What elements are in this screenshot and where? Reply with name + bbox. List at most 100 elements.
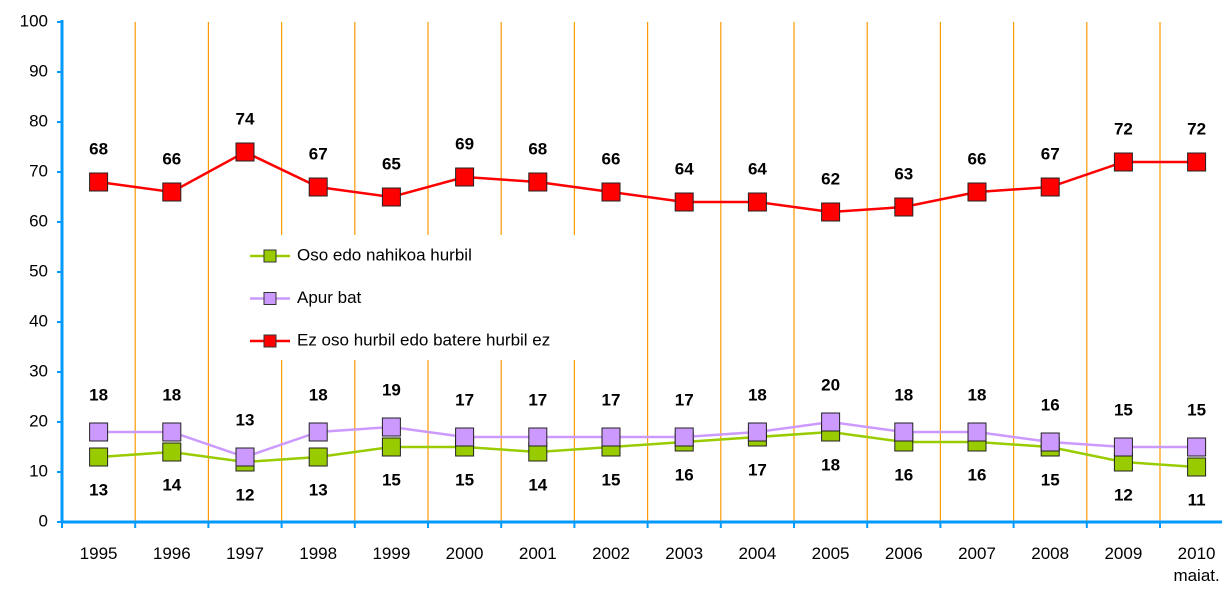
- y-tick-label: 60: [29, 211, 48, 230]
- data-label: 17: [675, 390, 694, 409]
- data-label: 72: [1187, 119, 1206, 138]
- marker: [1187, 152, 1207, 172]
- series-line: [98, 430, 1197, 469]
- data-label: 15: [1114, 400, 1133, 419]
- x-tick-label: 2007: [958, 544, 996, 563]
- x-tick-label: 1996: [152, 544, 191, 563]
- data-label: 63: [894, 164, 913, 183]
- marker: [821, 202, 841, 222]
- marker: [1187, 457, 1207, 477]
- marker: [1040, 177, 1060, 197]
- marker: [601, 427, 621, 447]
- data-label: 15: [455, 470, 474, 489]
- marker: [528, 172, 548, 192]
- data-label: 66: [968, 149, 987, 168]
- series-line: [98, 420, 1197, 459]
- x-tick-label: 1997: [226, 544, 264, 563]
- marker: [235, 447, 255, 467]
- x-tick-label: 2003: [665, 544, 704, 563]
- data-label: 15: [602, 470, 621, 489]
- data-label: 18: [89, 385, 108, 404]
- legend-marker: [263, 249, 277, 263]
- data-label: 12: [236, 485, 255, 504]
- data-label: 15: [1041, 470, 1060, 489]
- marker: [89, 422, 109, 442]
- data-label: 64: [748, 159, 767, 178]
- marker: [747, 422, 767, 442]
- marker: [894, 197, 914, 217]
- marker: [162, 182, 182, 202]
- data-label: 18: [894, 385, 913, 404]
- y-tick-label: 40: [29, 311, 48, 330]
- marker: [1187, 437, 1207, 457]
- data-label: 15: [1187, 400, 1206, 419]
- marker: [455, 167, 475, 187]
- y-tick-label: 70: [29, 161, 48, 180]
- marker: [674, 192, 694, 212]
- x-tick-label: 2000: [445, 544, 484, 563]
- marker: [89, 447, 109, 467]
- x-tick-label: 2006: [884, 544, 923, 563]
- legend-label: Ez oso hurbil edo batere hurbil ez: [297, 330, 550, 349]
- data-label: 18: [821, 455, 840, 474]
- data-label: 14: [528, 475, 547, 494]
- y-tick-label: 10: [29, 461, 48, 480]
- marker: [235, 142, 255, 162]
- data-label: 65: [382, 154, 401, 173]
- series-line: [98, 150, 1197, 214]
- data-label: 16: [968, 465, 987, 484]
- data-label: 16: [894, 465, 913, 484]
- data-label: 18: [968, 385, 987, 404]
- marker: [821, 412, 841, 432]
- marker: [455, 427, 475, 447]
- data-label: 68: [528, 139, 547, 158]
- marker: [1040, 432, 1060, 452]
- data-label: 16: [1041, 395, 1060, 414]
- data-label: 14: [162, 475, 181, 494]
- x-tick-label: 2008: [1031, 544, 1070, 563]
- legend-label: Apur bat: [297, 288, 362, 307]
- legend-marker: [263, 292, 277, 305]
- data-label: 66: [602, 149, 621, 168]
- data-label: 68: [89, 139, 108, 158]
- y-tick-label: 80: [29, 111, 48, 130]
- y-tick-label: 0: [39, 511, 48, 530]
- data-label: 18: [748, 385, 767, 404]
- data-label: 17: [455, 390, 474, 409]
- marker: [967, 422, 987, 442]
- data-label: 18: [162, 385, 181, 404]
- data-label: 72: [1114, 119, 1133, 138]
- marker: [381, 417, 401, 437]
- data-label: 64: [675, 159, 694, 178]
- data-label: 17: [748, 460, 767, 479]
- x-tick-label: 2004: [738, 544, 777, 563]
- marker: [601, 182, 621, 202]
- marker: [308, 422, 328, 442]
- data-label: 18: [309, 385, 328, 404]
- legend: Oso edo nahikoa hurbil Apur bat Ez oso hur…: [240, 235, 635, 360]
- y-tick-label: 50: [29, 261, 48, 280]
- data-label: 17: [528, 390, 547, 409]
- data-label: 19: [382, 380, 401, 399]
- marker: [381, 187, 401, 207]
- data-label: 69: [455, 134, 474, 153]
- data-label: 13: [236, 410, 255, 429]
- marker: [674, 427, 694, 447]
- marker: [894, 422, 914, 442]
- data-label: 13: [309, 480, 328, 499]
- marker: [162, 422, 182, 442]
- data-label: 67: [1041, 144, 1060, 163]
- x-tick-label: 2001: [518, 544, 557, 563]
- marker: [747, 192, 767, 212]
- marker: [308, 177, 328, 197]
- y-tick-label: 100: [20, 11, 48, 30]
- legend-box: [240, 235, 635, 360]
- marker: [528, 427, 548, 447]
- marker: [1113, 437, 1133, 457]
- data-label: 62: [821, 169, 840, 188]
- legend-marker: [263, 334, 277, 348]
- x-tick-label: 2010 maiat.: [1173, 544, 1220, 585]
- legend-label: Oso edo nahikoa hurbil: [297, 245, 472, 264]
